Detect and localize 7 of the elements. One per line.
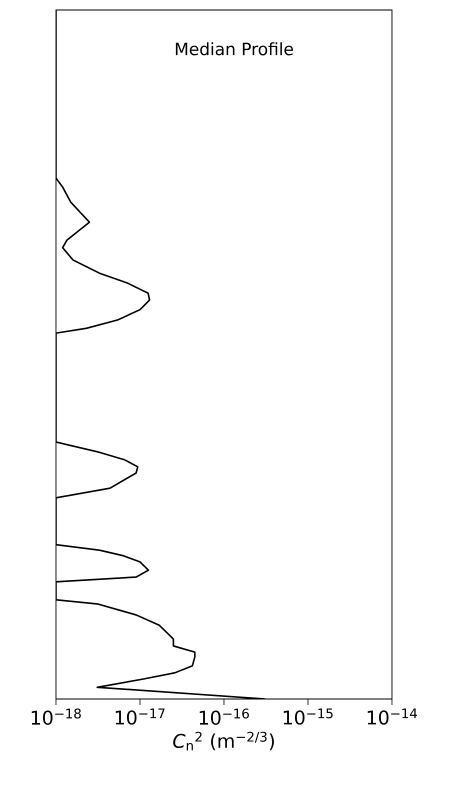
text: Median Profile — [176, 42, 294, 56]
x-tick-label: 10$^{−14}$ — [368, 708, 418, 725]
x-tick-label: 10$^{−18}$ — [32, 708, 81, 725]
x-tick-label: 10$^{−17}$ — [116, 708, 165, 725]
x-tick-label: 10$^{−15}$ — [284, 708, 333, 725]
x-tick-label: 10$^{−16}$ — [200, 708, 249, 725]
x-axis-title: C$_{n}$$^{2}$ (m$^{−2/3}$) — [173, 732, 274, 750]
